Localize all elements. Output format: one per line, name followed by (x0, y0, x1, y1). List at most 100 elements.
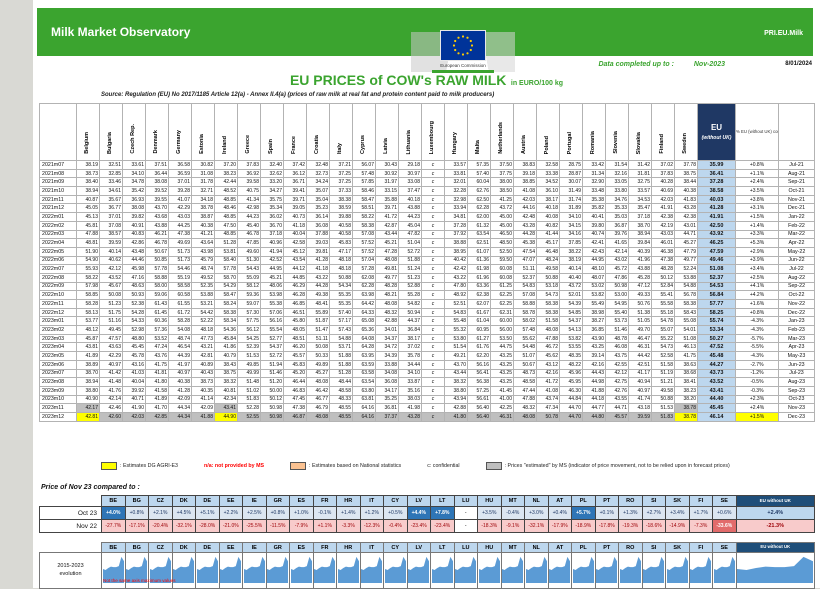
price-sparkline-chart (502, 556, 524, 583)
country-header-label: Germany (176, 130, 183, 154)
price-cell: 32.75 (628, 177, 652, 188)
price-cell: 55.41 (651, 290, 675, 300)
price-cell: 46.38 (651, 246, 675, 257)
price-cell: 34.81 (444, 212, 468, 222)
price-cell: 48.51 (283, 333, 307, 344)
price-cell: 58.38 (536, 307, 560, 318)
price-cell: 35.38 (582, 194, 606, 205)
country-code-header: LV (406, 542, 431, 553)
comparison-title: Price of Nov 23 compared to : (41, 484, 140, 491)
eu-price-cell: 50.27 (697, 333, 736, 344)
price-cell: 54.25 (237, 333, 261, 344)
country-code-header: GR (265, 542, 290, 553)
price-cell: 43.48 (122, 246, 146, 257)
price-cell: 45.21 (260, 272, 284, 283)
country-code-header: SK (665, 542, 690, 553)
price-cell: 53.02 (582, 281, 606, 292)
price-cell: 38.95 (444, 246, 468, 257)
price-cell: 33.80 (605, 186, 629, 196)
eu-price-cell: 38.58 (697, 186, 736, 196)
price-cell: 64.16 (352, 403, 376, 413)
price-cell: 42.16 (582, 359, 606, 370)
table-row: 2022m12 58.13 51.75 54.28 61.45 61.72 54.42 58.… (39, 307, 815, 318)
price-cell: 55.08 (674, 316, 698, 327)
price-cell: 38.40 (76, 177, 100, 188)
price-cell: 48.85 (214, 194, 238, 205)
price-cell: 54.36 (214, 325, 238, 335)
price-cell: 48.08 (513, 411, 537, 422)
pct-change-cell: -14.9% (665, 519, 690, 533)
table-row: 2022m03 47.88 38.57 40.83 46.21 47.38 41.21 48.… (39, 229, 815, 240)
month-id: 2022m10 (39, 290, 77, 300)
price-cell: 48.41 (306, 299, 330, 309)
price-cell: 54.95 (605, 299, 629, 309)
price-cell: 34.17 (375, 385, 399, 396)
gray-swatch-icon (485, 462, 502, 470)
price-sparkline-chart (478, 556, 500, 583)
price-cell: 36.85 (582, 325, 606, 335)
price-cell: 38.19 (76, 160, 100, 170)
price-cell: 38.20 (674, 394, 698, 405)
price-cell: 48.21 (375, 290, 399, 300)
price-sparkline-chart (713, 556, 735, 583)
price-cell: 40.71 (122, 394, 146, 405)
price-cell: 34.44 (398, 359, 422, 370)
month-label: Aug-21 (778, 168, 815, 179)
pct-cell: +1.5% (735, 411, 779, 422)
price-cell: 56.16 (260, 316, 284, 327)
price-cell: 43.74 (536, 394, 560, 405)
month-label: Apr-22 (778, 238, 815, 248)
price-cell: 43.18 (628, 403, 652, 413)
country-code-header: PL (571, 542, 596, 553)
price-cell: 45.96 (559, 368, 583, 379)
price-cell: 48.92 (444, 290, 468, 300)
price-cell: 42.38 (674, 212, 698, 222)
price-cell: 32.90 (582, 177, 606, 188)
price-cell: 44.95 (582, 255, 606, 266)
price-cell: 44.95 (260, 264, 284, 274)
legend-label: : Estimates based on National statistics (309, 463, 402, 469)
pct-change-cell: -23.4% (430, 519, 455, 533)
price-cell: 57.40 (467, 168, 491, 179)
price-cell: 55.09 (237, 272, 261, 283)
country-code-header: DE (195, 495, 220, 507)
price-cell: 46.78 (237, 229, 261, 240)
month-label: Jan-23 (778, 316, 815, 327)
price-cell: 32.01 (444, 177, 468, 188)
pct-change-cell: -7.3% (688, 519, 713, 533)
price-cell: 53.77 (76, 316, 100, 327)
comparison-row-label: Nov 22 (39, 519, 102, 533)
price-cell: 48.32 (375, 307, 399, 318)
price-sparkline-chart (149, 556, 171, 583)
price-cell: 48.22 (559, 359, 583, 370)
country-header: Sweden (674, 103, 698, 161)
price-cell: 41.17 (628, 368, 652, 379)
price-cell: c (421, 272, 445, 283)
price-cell: 44.25 (168, 220, 192, 231)
month-id: 2023m12 (39, 411, 77, 422)
price-cell: 31.97 (375, 177, 399, 188)
month-id: 2022m11 (39, 299, 77, 309)
price-cell: 61.43 (145, 299, 169, 309)
price-cell: 58.85 (76, 290, 100, 300)
month-id: 2021m10 (39, 186, 77, 196)
price-cell: 50.67 (513, 359, 537, 370)
price-sparkline-chart (431, 556, 453, 583)
price-cell: 42.03 (513, 194, 537, 205)
price-cell: 38.98 (582, 307, 606, 318)
price-cell: 44.75 (490, 342, 514, 353)
price-cell: 47.07 (513, 255, 537, 266)
price-cell: 43.70 (444, 359, 468, 370)
price-sparkline-chart (525, 556, 547, 583)
price-cell: c (421, 333, 445, 344)
price-cell: 41.21 (191, 229, 215, 240)
price-cell: 61.25 (490, 281, 514, 292)
price-cell: 46.79 (306, 403, 330, 413)
price-cell: 38.80 (444, 385, 468, 396)
price-cell: 38.89 (76, 359, 100, 370)
price-cell: 45.78 (122, 351, 146, 361)
month-id: 2022m12 (39, 307, 77, 318)
price-cell: 37.02 (398, 342, 422, 353)
price-cell: 63.98 (352, 290, 376, 300)
